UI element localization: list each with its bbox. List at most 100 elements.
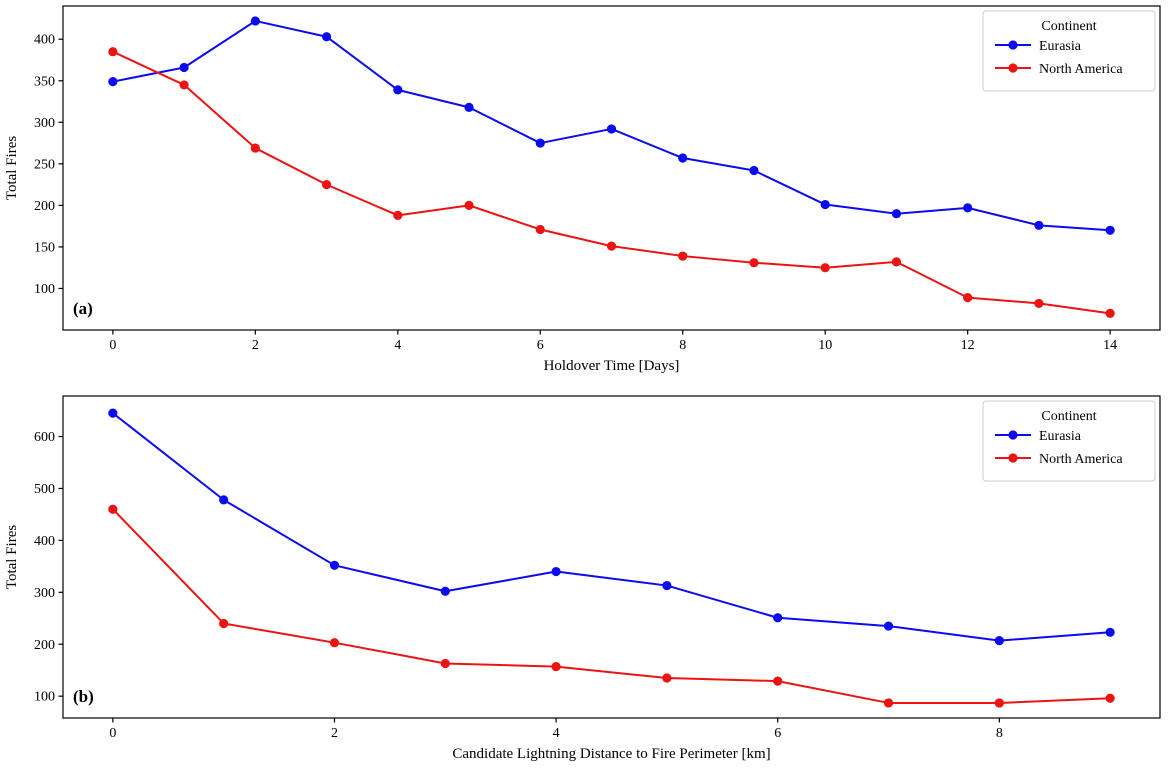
legend: Continent Eurasia North America	[982, 10, 1156, 92]
marker-north-america	[749, 258, 759, 268]
panel-label: (a)	[73, 299, 93, 318]
marker-eurasia	[891, 209, 902, 219]
legend-marker-eurasia	[1008, 40, 1018, 50]
legend-box	[982, 10, 1156, 92]
y-tick-label: 300	[34, 116, 55, 131]
y-tick-label: 200	[34, 638, 55, 653]
marker-eurasia	[773, 613, 783, 623]
chart-svg: 0 2 4 6 8 100 200 300 400 500 600 Candidate Lightni…	[0, 380, 1168, 768]
marker-eurasia	[749, 165, 759, 176]
marker-eurasia	[108, 77, 118, 87]
legend-label-north-america: North America	[1039, 452, 1123, 467]
marker-north-america	[551, 661, 561, 672]
marker-north-america	[535, 224, 545, 235]
marker-eurasia	[108, 408, 118, 418]
panel-label: (b)	[73, 687, 94, 706]
marker-north-america	[891, 257, 902, 267]
x-axis: 0 2 4 6 8 10 12 14	[109, 330, 1117, 353]
x-tick-label: 8	[996, 726, 1003, 741]
legend-title: Continent	[1041, 19, 1096, 34]
marker-eurasia	[535, 138, 545, 148]
marker-north-america	[883, 698, 894, 708]
x-tick-label: 2	[252, 338, 259, 353]
marker-north-america	[773, 676, 783, 686]
marker-eurasia	[1034, 220, 1044, 230]
marker-north-america	[994, 698, 1004, 708]
series-eurasia	[108, 16, 1115, 235]
y-tick-label: 400	[34, 33, 55, 48]
marker-eurasia	[329, 560, 340, 570]
marker-north-america	[393, 210, 403, 220]
chart-svg: 0 2 4 6 8 10 12 14 10 0 150 200 250 300 350 400 Holdover…	[0, 0, 1168, 375]
marker-eurasia	[440, 586, 450, 596]
y-axis-label: Total Fires	[4, 525, 20, 590]
marker-eurasia	[963, 203, 973, 213]
panel-b-lightning-distance-chart: 0 2 4 6 8 100 200 300 400 500 600 Candidate Lightni…	[0, 380, 1168, 768]
panel-a-holdover-time-chart: 0 2 4 6 8 10 12 14 10 0 150 200 250 300 350 400 Holdover…	[0, 0, 1168, 380]
legend-label-eurasia: Eurasia	[1039, 39, 1082, 54]
marker-eurasia	[1105, 225, 1115, 235]
y-tick-label: 500	[34, 482, 55, 497]
legend-box	[982, 400, 1156, 482]
x-tick-label: 12	[961, 338, 975, 353]
marker-eurasia	[820, 199, 830, 210]
legend-marker-eurasia	[1008, 430, 1018, 440]
marker-eurasia	[219, 495, 229, 505]
series-north-america	[108, 47, 1115, 318]
marker-north-america	[108, 47, 118, 57]
marker-eurasia	[250, 16, 260, 26]
marker-north-america	[108, 504, 118, 514]
x-axis-label: Holdover Time [Days]	[544, 358, 680, 374]
marker-eurasia	[1105, 627, 1115, 637]
x-tick-label: 2	[331, 726, 338, 741]
marker-eurasia	[606, 124, 617, 134]
marker-north-america	[963, 293, 973, 303]
y-tick-label: 100	[34, 690, 55, 705]
axes-box	[62, 395, 1161, 719]
marker-north-america	[440, 658, 450, 669]
marker-north-america	[329, 638, 340, 648]
legend-marker-north-america	[1008, 453, 1018, 463]
marker-north-america	[820, 263, 830, 273]
legend-marker-north-america	[1008, 63, 1018, 73]
x-tick-label: 6	[774, 726, 781, 741]
y-tick-label: 350	[34, 74, 55, 89]
legend-label-north-america: North America	[1039, 62, 1123, 77]
marker-eurasia	[662, 580, 672, 591]
y-tick-label: 300	[34, 586, 55, 601]
x-tick-label: 10	[818, 338, 832, 353]
x-axis: 0 2 4 6 8	[109, 718, 1003, 741]
legend: Continent Eurasia North America	[982, 400, 1156, 482]
marker-north-america	[606, 241, 617, 251]
series-eurasia	[108, 408, 1115, 646]
marker-north-america	[321, 180, 332, 190]
y-axis: 100 200 300 400 500 600	[34, 430, 63, 705]
marker-eurasia	[551, 566, 561, 577]
y-tick-label: 150	[34, 240, 55, 255]
marker-north-america	[250, 143, 260, 153]
y-tick-label: 250	[34, 157, 55, 172]
x-tick-label: 6	[537, 338, 544, 353]
line-north-america	[111, 508, 1112, 704]
y-tick-label: 200	[34, 199, 55, 214]
y-tick-label: 400	[34, 534, 55, 549]
x-tick-label: 0	[109, 338, 116, 353]
marker-north-america	[464, 200, 474, 210]
marker-north-america	[678, 251, 688, 261]
marker-north-america	[1105, 308, 1115, 318]
marker-eurasia	[393, 85, 403, 95]
marker-eurasia	[678, 153, 688, 163]
series-north-america	[108, 504, 1115, 708]
marker-north-america	[1105, 693, 1115, 703]
x-tick-label: 14	[1103, 338, 1117, 353]
axes-box	[62, 5, 1161, 331]
x-tick-label: 8	[679, 338, 686, 353]
marker-eurasia	[464, 102, 474, 112]
marker-north-america	[662, 673, 672, 683]
x-tick-label: 4	[394, 338, 401, 353]
line-eurasia	[111, 412, 1112, 642]
marker-eurasia	[883, 621, 894, 631]
x-tick-label: 4	[553, 726, 560, 741]
y-axis-label: Total Fires	[4, 136, 20, 201]
